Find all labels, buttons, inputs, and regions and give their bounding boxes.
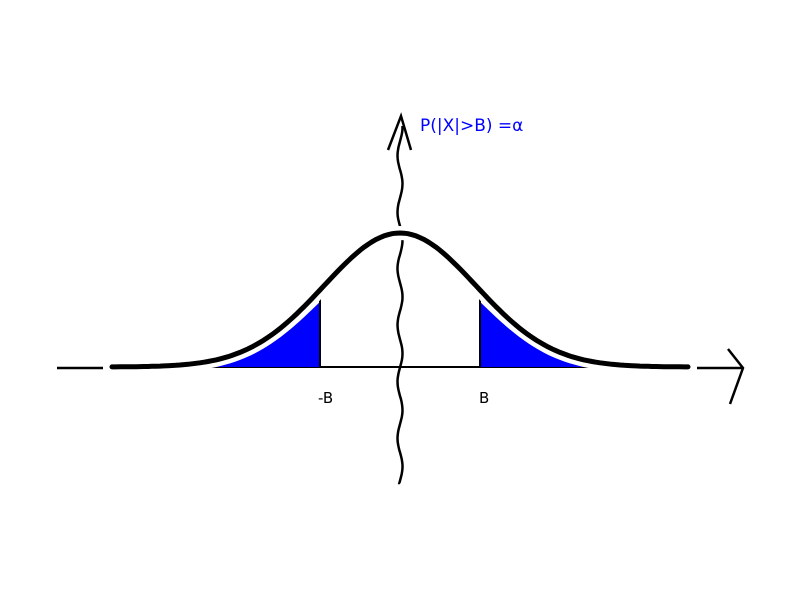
x-axis-arrowhead-icon bbox=[727, 348, 745, 405]
y-axis-arrowhead-icon bbox=[386, 112, 413, 151]
right-tail-region bbox=[480, 301, 615, 371]
left-tail-region bbox=[185, 301, 320, 371]
right-threshold-label: B bbox=[479, 389, 489, 407]
y-axis bbox=[396, 126, 404, 485]
probability-annotation: P(|X|>B) =α bbox=[420, 116, 523, 136]
normal-curve bbox=[109, 230, 691, 370]
left-threshold-label: -B bbox=[318, 389, 333, 407]
